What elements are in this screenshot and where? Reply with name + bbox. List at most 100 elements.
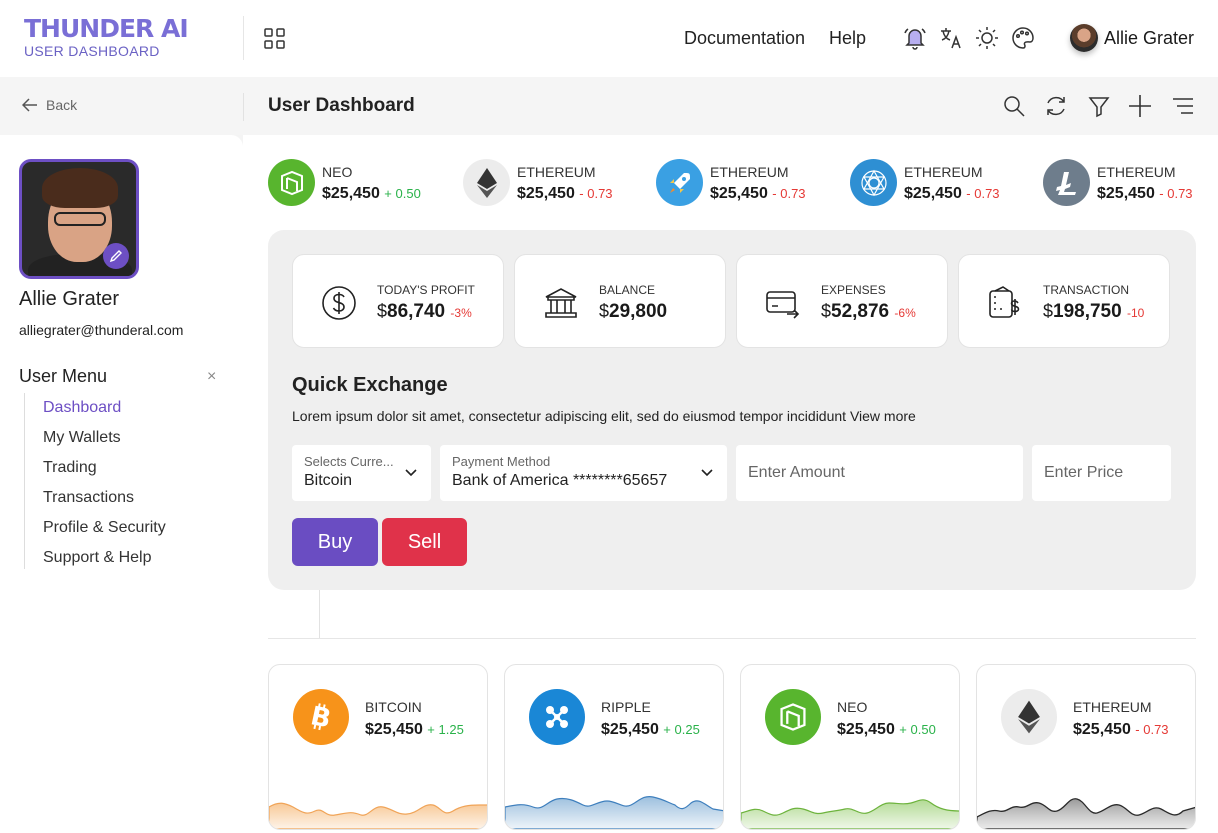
- filter-icon[interactable]: [1087, 94, 1111, 118]
- stat-label: TODAY'S PROFIT: [377, 283, 475, 297]
- ethereum-icon: [463, 159, 510, 206]
- page-title: User Dashboard: [268, 95, 415, 116]
- theme-sun-icon[interactable]: [974, 25, 1000, 51]
- palette-icon[interactable]: [1010, 25, 1036, 51]
- close-icon[interactable]: ×: [207, 368, 217, 385]
- stat-card-transaction: TRANSACTION $198,750 -10: [958, 254, 1170, 348]
- notification-bell-icon[interactable]: [902, 25, 928, 51]
- sidebar-item-support-help[interactable]: Support & Help: [43, 549, 152, 566]
- pencil-icon: [109, 250, 122, 263]
- back-button[interactable]: Back: [22, 97, 77, 113]
- brand-subtitle: USER DASHBOARD: [24, 43, 160, 59]
- sidebar: Allie Grater alliegrater@thunderal.com U…: [0, 135, 243, 833]
- apps-grid-icon[interactable]: [264, 28, 286, 50]
- quick-exchange-description: Lorem ipsum dolor sit amet, consectetur …: [292, 408, 916, 424]
- card-coin-change: + 0.25: [663, 722, 700, 737]
- sparkline-chart: [269, 802, 487, 829]
- edit-profile-button[interactable]: [103, 243, 129, 269]
- payment-method-label: Payment Method: [452, 454, 551, 469]
- sidebar-item-profile-security[interactable]: Profile & Security: [43, 519, 166, 536]
- chevron-down-icon: [701, 469, 713, 477]
- sparkline-chart: [505, 796, 723, 829]
- amount-field[interactable]: [736, 445, 1023, 501]
- stat-value: $29,800: [599, 301, 668, 322]
- card-coin-change: + 1.25: [427, 722, 464, 737]
- ticker-price: $25,450 - 0.73: [904, 185, 1000, 202]
- arrow-left-icon: [22, 98, 37, 112]
- amount-input[interactable]: [736, 445, 1023, 501]
- price-field[interactable]: [1032, 445, 1171, 501]
- sidebar-item-dashboard[interactable]: Dashboard: [43, 399, 122, 416]
- ticker-name: NEO: [322, 164, 353, 180]
- ticker-change: - 0.73: [1159, 186, 1193, 201]
- main-content: NEO $25,450 + 0.50 ETHEREUM $25,450 - 0.…: [243, 135, 1218, 833]
- card-coin-name: NEO: [837, 699, 868, 715]
- card-coin-price: $25,450 + 0.50: [837, 721, 936, 738]
- vertical-divider: [319, 590, 320, 638]
- stat-value: $52,876 -6%: [821, 301, 916, 322]
- top-bar: THUNDER AI USER DASHBOARD Documentation …: [0, 0, 1218, 77]
- ticker-change: - 0.73: [966, 186, 1000, 201]
- price-input[interactable]: [1032, 445, 1171, 501]
- help-link[interactable]: Help: [829, 28, 867, 48]
- brand-logo[interactable]: THUNDER AI USER DASHBOARD: [24, 14, 189, 59]
- ripple-icon: [529, 689, 585, 745]
- currency-select-value: Bitcoin: [304, 472, 353, 489]
- quick-exchange-title: Quick Exchange: [292, 374, 448, 396]
- bank-icon: [545, 288, 577, 318]
- sparkline-chart: [977, 798, 1195, 829]
- user-menu-list: Dashboard My Wallets Trading Transaction…: [24, 393, 166, 569]
- litecoin-icon: [1043, 159, 1090, 206]
- card-coin-price: $25,450 + 1.25: [365, 721, 464, 738]
- svg-text:B: B: [308, 701, 334, 734]
- profile-name: Allie Grater: [19, 288, 120, 310]
- rocket-icon: [656, 159, 703, 206]
- ticker-row: NEO $25,450 + 0.50 ETHEREUM $25,450 - 0.…: [268, 159, 1218, 207]
- menu-lines-icon[interactable]: [1171, 94, 1195, 118]
- coin-card-ethereum[interactable]: ETHEREUM $25,450 - 0.73: [976, 664, 1196, 830]
- translate-icon[interactable]: [938, 25, 964, 51]
- currency-select-label: Selects Curre...: [304, 454, 394, 469]
- payment-method-value: Bank of America ********65657: [452, 472, 668, 489]
- ticker-change: - 0.73: [772, 186, 806, 201]
- refresh-icon[interactable]: [1044, 94, 1068, 118]
- coin-card-bitcoin[interactable]: B BITCOIN $25,450 + 1.25: [268, 664, 488, 830]
- card-coin-price: $25,450 - 0.73: [1073, 721, 1169, 738]
- card-coin-name: ETHEREUM: [1073, 699, 1152, 715]
- sidebar-item-transactions[interactable]: Transactions: [43, 489, 134, 506]
- sidebar-item-my-wallets[interactable]: My Wallets: [43, 429, 121, 446]
- coin-card-ripple[interactable]: RIPPLE $25,450 + 0.25: [504, 664, 724, 830]
- ethereum-icon: [1001, 689, 1057, 745]
- user-name: Allie Grater: [1104, 27, 1195, 48]
- documentation-link[interactable]: Documentation: [684, 28, 806, 48]
- stat-value: $86,740 -3%: [377, 301, 472, 322]
- wallet-icon: [989, 286, 1020, 318]
- header-divider: [243, 16, 244, 60]
- coin-card-neo[interactable]: NEO $25,450 + 0.50: [740, 664, 960, 830]
- card-coin-change: + 0.50: [899, 722, 936, 737]
- currency-select[interactable]: Selects Curre... Bitcoin: [292, 445, 431, 501]
- card-icon: [766, 291, 800, 319]
- sell-button[interactable]: Sell: [382, 518, 467, 566]
- menu-title: User Menu: [19, 366, 108, 386]
- buy-button[interactable]: Buy: [292, 518, 378, 566]
- stat-label: EXPENSES: [821, 283, 886, 297]
- ticker-name: ETHEREUM: [1097, 164, 1176, 180]
- ticker-name: ETHEREUM: [517, 164, 596, 180]
- stat-card-expenses: EXPENSES $52,876 -6%: [736, 254, 948, 348]
- stat-label: BALANCE: [599, 283, 656, 297]
- add-icon[interactable]: [1128, 94, 1152, 118]
- sidebar-item-trading[interactable]: Trading: [43, 459, 97, 476]
- stat-card-balance: BALANCE $29,800: [514, 254, 726, 348]
- ticker-change: + 0.50: [384, 186, 421, 201]
- dollar-icon: [322, 286, 356, 320]
- neo-icon: [765, 689, 821, 745]
- search-icon[interactable]: [1002, 94, 1026, 118]
- ticker-price: $25,450 - 0.73: [710, 185, 806, 202]
- payment-method-select[interactable]: Payment Method Bank of America ********6…: [440, 445, 727, 501]
- ticker-change: - 0.73: [579, 186, 613, 201]
- card-coin-price: $25,450 + 0.25: [601, 721, 700, 738]
- bitcoin-icon: B: [293, 689, 349, 745]
- brand-title: THUNDER AI: [24, 14, 189, 43]
- user-menu[interactable]: Allie Grater: [1070, 24, 1194, 52]
